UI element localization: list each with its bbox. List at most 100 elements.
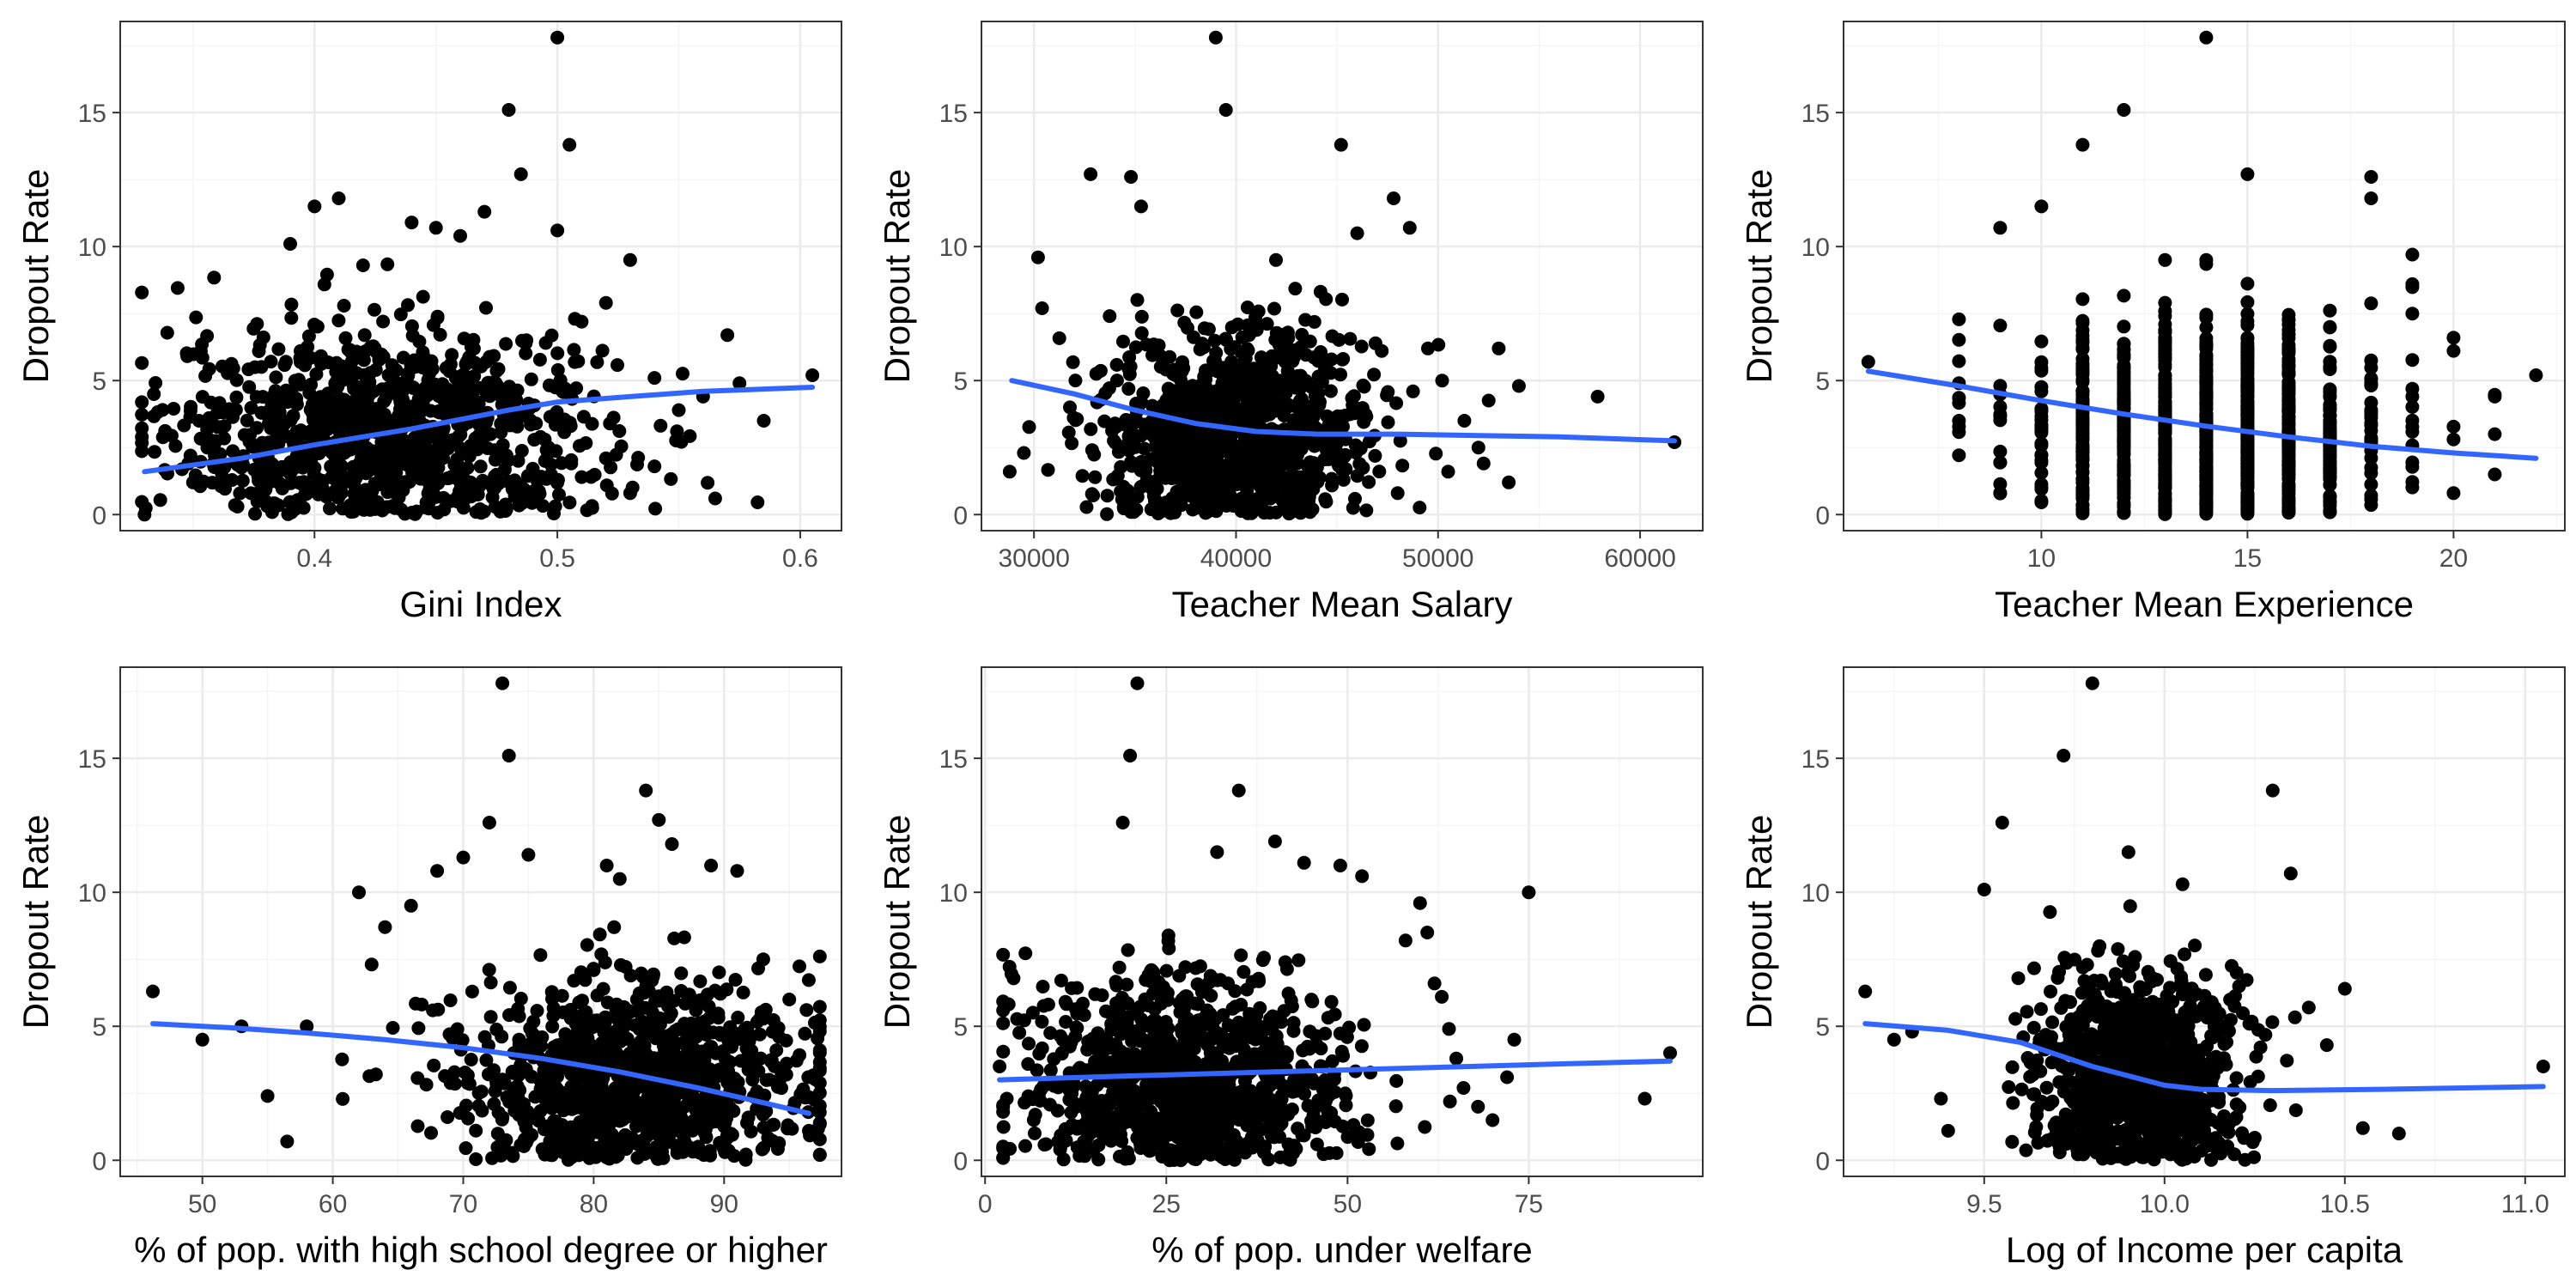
data-point xyxy=(2075,340,2090,355)
data-point xyxy=(296,475,311,489)
data-point xyxy=(550,346,565,361)
data-point xyxy=(302,386,317,400)
data-point xyxy=(1325,329,1340,343)
data-point xyxy=(2323,408,2337,422)
x-axis-title: Gini Index xyxy=(399,584,562,624)
data-point xyxy=(403,412,417,427)
data-point xyxy=(1012,1025,1027,1040)
data-point xyxy=(2158,252,2172,267)
data-point xyxy=(352,885,366,900)
data-point xyxy=(1323,384,1338,398)
data-point xyxy=(1109,357,1124,372)
data-point xyxy=(1389,396,1404,410)
data-point xyxy=(137,507,152,522)
data-point xyxy=(1209,346,1224,360)
data-point xyxy=(1233,365,1248,380)
data-point xyxy=(1030,1063,1044,1078)
data-point xyxy=(207,270,222,285)
data-point xyxy=(2117,434,2131,448)
data-point xyxy=(408,507,422,521)
data-point xyxy=(618,1078,633,1092)
data-point xyxy=(1335,463,1350,477)
data-point xyxy=(1084,167,1098,181)
data-point xyxy=(464,1053,478,1066)
data-point xyxy=(1121,429,1136,444)
data-point xyxy=(1170,303,1185,318)
data-point xyxy=(1393,434,1407,448)
data-point xyxy=(393,402,407,416)
data-point xyxy=(718,1051,732,1066)
data-point xyxy=(362,489,377,503)
data-point xyxy=(1395,459,1410,473)
data-point xyxy=(191,414,206,428)
data-point xyxy=(1159,963,1174,978)
data-point xyxy=(410,1119,425,1133)
data-point xyxy=(1163,349,1177,364)
data-point xyxy=(1173,372,1188,386)
data-point xyxy=(2034,420,2049,434)
data-point xyxy=(294,355,307,369)
data-point xyxy=(135,285,149,300)
data-point xyxy=(262,435,276,450)
y-axis-title: Dropout Rate xyxy=(15,169,56,384)
data-point xyxy=(532,352,547,367)
data-point xyxy=(164,428,179,443)
data-point xyxy=(2034,448,2049,463)
data-point xyxy=(564,453,579,467)
data-point xyxy=(352,416,367,430)
data-point xyxy=(1206,399,1220,414)
data-point xyxy=(1200,463,1213,477)
data-point xyxy=(306,406,320,421)
data-point xyxy=(519,346,533,361)
data-point xyxy=(1313,284,1327,299)
data-point xyxy=(1368,336,1382,350)
data-point xyxy=(1224,320,1239,335)
data-point xyxy=(2158,353,2172,368)
data-point xyxy=(1293,470,1308,484)
data-point xyxy=(418,451,432,465)
data-point xyxy=(2364,191,2379,205)
data-point xyxy=(167,402,181,416)
panel-border xyxy=(119,21,842,532)
data-point xyxy=(2281,490,2296,505)
data-point xyxy=(1324,471,1339,486)
data-point xyxy=(530,473,544,488)
data-point xyxy=(1242,328,1256,343)
data-point xyxy=(1224,355,1239,369)
data-point xyxy=(235,473,250,488)
data-point xyxy=(1291,953,1306,968)
data-point xyxy=(599,859,614,872)
data-point xyxy=(284,311,299,325)
data-point xyxy=(1137,417,1151,432)
data-point xyxy=(645,1107,659,1121)
data-point xyxy=(812,1147,827,1162)
data-point xyxy=(195,337,210,351)
data-point xyxy=(447,1065,462,1079)
data-point xyxy=(456,850,471,865)
data-point xyxy=(1372,465,1387,479)
data-point xyxy=(335,1052,349,1066)
data-point xyxy=(812,1055,827,1069)
data-point xyxy=(316,428,330,442)
data-point xyxy=(419,1078,434,1092)
data-point xyxy=(671,1022,685,1036)
data-point xyxy=(2240,379,2255,393)
data-point xyxy=(450,453,465,466)
data-point xyxy=(213,447,228,461)
data-point xyxy=(556,384,570,398)
data-point xyxy=(459,1098,473,1113)
data-point xyxy=(1350,226,1364,240)
data-point xyxy=(1126,495,1140,509)
y-tick-label: 10 xyxy=(78,234,106,262)
data-point xyxy=(2405,353,2420,368)
data-point xyxy=(1247,384,1261,398)
panel-border xyxy=(981,21,1704,532)
data-point xyxy=(623,969,638,983)
data-point xyxy=(2034,438,2049,453)
data-point xyxy=(233,486,247,501)
data-point xyxy=(592,927,607,942)
data-point xyxy=(1084,422,1098,436)
